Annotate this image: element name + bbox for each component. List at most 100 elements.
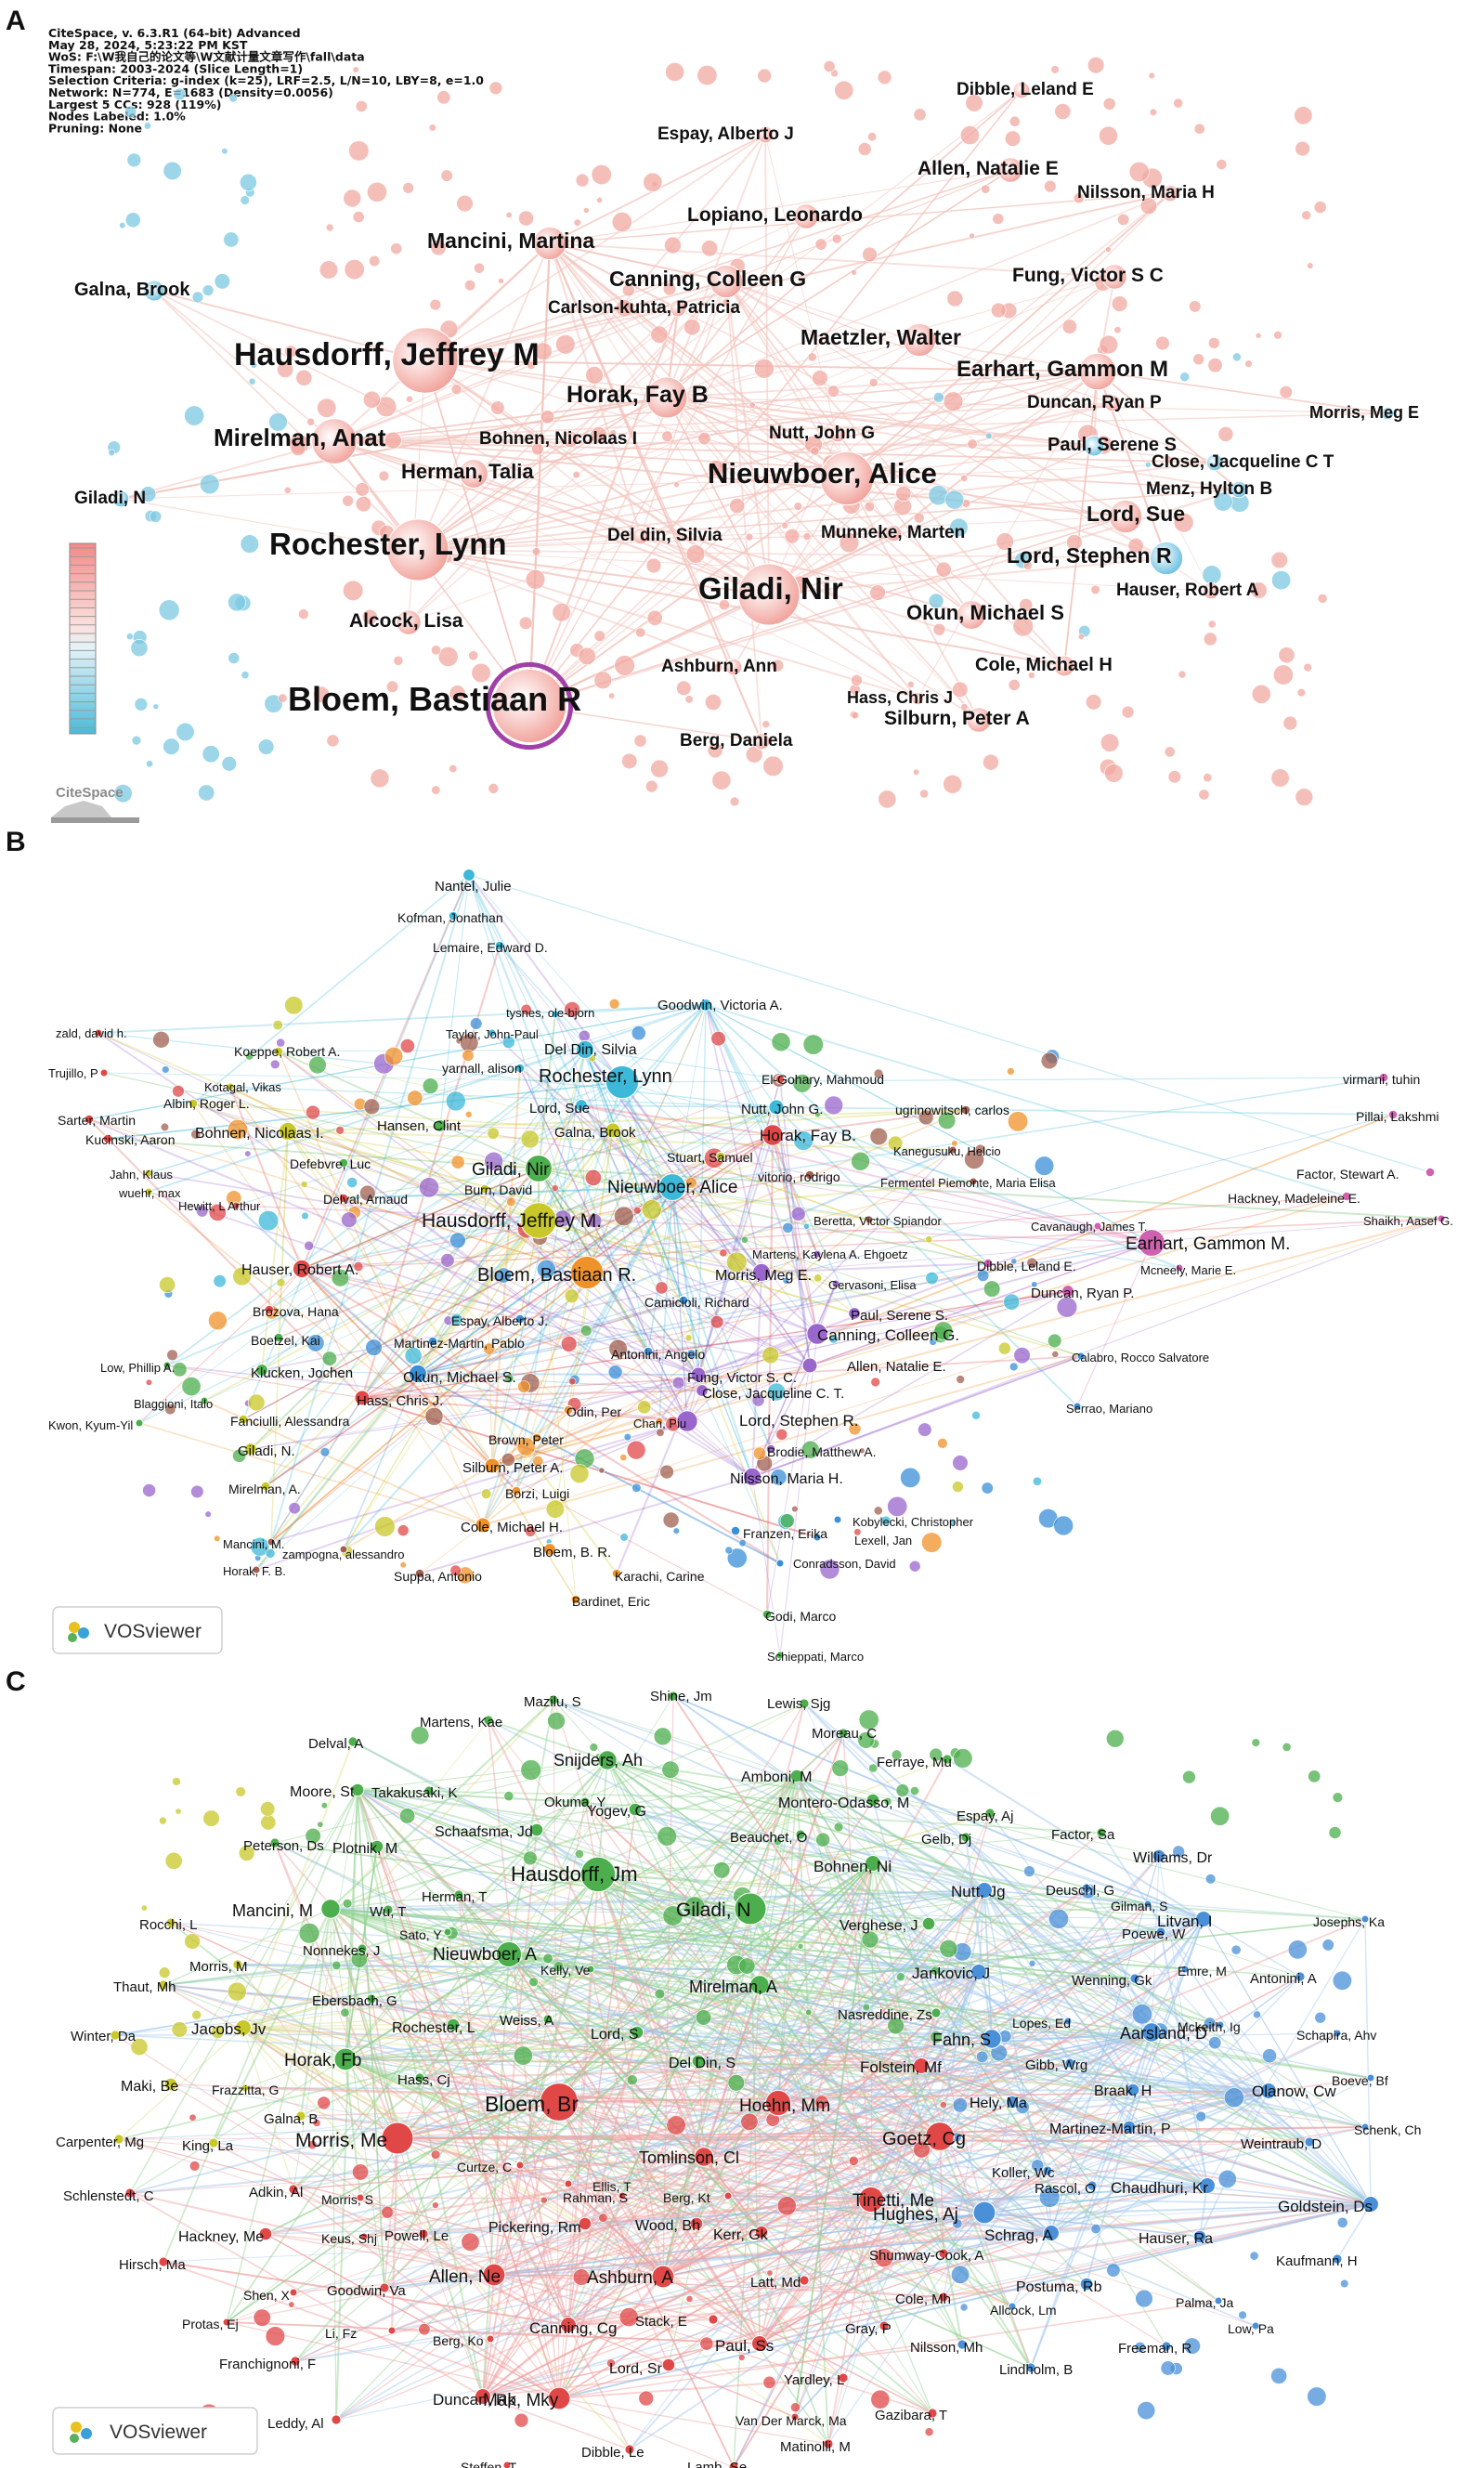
c-node-hirsch-ma: [158, 2256, 169, 2267]
c-label-stack-e: Stack, E: [635, 2314, 687, 2330]
a-label-mancini-martina: Mancini, Martina: [427, 229, 594, 253]
c-node-hughes-aj: [972, 2200, 996, 2225]
b-label-duncan-ryan-p: Duncan, Ryan P.: [1031, 1286, 1134, 1301]
c-label-shumway-cook-a: Shumway-Cook, A: [869, 2248, 983, 2264]
panel-a-labeled-nodes: [111, 81, 1395, 751]
c-label-boeve-bf: Boeve, Bf: [1332, 2073, 1388, 2088]
c-node-amboni-m: [789, 1769, 804, 1783]
c-node-goldstein-ds: [1362, 2196, 1379, 2213]
b-label-okun-michael-s: Okun, Michael S.: [403, 1370, 516, 1386]
b-node-odin-per: [563, 1404, 574, 1416]
c-label-rahman-s: Rahman, S: [563, 2190, 628, 2205]
a-node-espay-alberto-j: [756, 125, 775, 144]
c-label-braak-h: Braak, H: [1094, 2083, 1152, 2099]
a-label-nieuwboer-alice: Nieuwboer, Alice: [708, 457, 937, 490]
b-label-el-gohary-mahmoud: El-Gohary, Mahmoud: [762, 1072, 884, 1087]
c-node-lord-sr: [661, 2357, 676, 2372]
a-node-ashburn-ann: [724, 658, 743, 676]
b-label-calabro-rocco-salvatore: Calabro, Rocco Salvatore: [1072, 1351, 1209, 1365]
a-node-cole-michael-h: [1053, 655, 1075, 677]
c-node-giladi-n: [734, 1892, 767, 1926]
c-label-cole-mh: Cole, Mh: [895, 2292, 951, 2307]
a-node-allen-natalie-e: [997, 157, 1023, 183]
a-node-maetzler-walter: [902, 322, 937, 358]
b-label-dibble-leland-e: Dibble, Leland E.: [977, 1259, 1076, 1273]
b-node-fung-victor-s-c: [690, 1366, 707, 1383]
c-node-protas-ej: [222, 2318, 231, 2327]
svg-text:CiteSpace: CiteSpace: [56, 785, 124, 801]
b-label-nantel-julie: Nantel, Julie: [435, 879, 512, 894]
c-label-delval-a: Delval, A: [308, 1736, 363, 1752]
b-node-pillai-lakshmi: [1387, 1109, 1399, 1120]
c-label-okuma-y: Okuma, Y: [544, 1795, 605, 1810]
c-node-pickering-rm: [578, 2216, 592, 2231]
info-line-8: Pruning: None: [48, 121, 142, 135]
b-node-sarter-martin: [84, 1114, 95, 1125]
b-label-suppa-antonio: Suppa, Antonio: [394, 1569, 482, 1584]
c-node-galna-b: [295, 2110, 306, 2122]
c-label-weiss-a: Weiss, A: [500, 2013, 553, 2029]
a-label-silburn-peter-a: Silburn, Peter A: [884, 708, 1030, 729]
panel-a-citespace: A CiteSpace, v. 6.3.R1 (64-bit) Advanced…: [6, 6, 1419, 823]
c-label-mak-mky: Mak, Mky: [483, 2391, 559, 2410]
c-node-ferraye-mu: [942, 1754, 953, 1765]
c-label-hausdorff-jm: Hausdorff, Jm: [511, 1862, 638, 1886]
a-label-mirelman-anat: Mirelman, Anat: [214, 424, 386, 451]
c-node-gazibara-t: [927, 2408, 938, 2419]
b-label-wuehr-max: wuehr, max: [118, 1186, 181, 1200]
c-label-hughes-aj: Hughes, Aj: [873, 2205, 958, 2225]
c-node-adkin-al: [288, 2184, 299, 2195]
c-label-protas-ej: Protas, Ej: [182, 2317, 239, 2331]
panel-b-node-labels: Nantel, Julie Kofman, Jonathan Lemaire, Ed…: [48, 879, 1453, 1664]
c-label-hackney-me: Hackney, Me: [178, 2229, 264, 2245]
b-label-fanciulli-alessandra: Fanciulli, Alessandra: [230, 1414, 350, 1429]
panel-c-edges: [114, 1695, 1372, 2468]
b-label-godi-marco: Godi, Marco: [765, 1609, 836, 1624]
c-node-mak-mky: [547, 2386, 571, 2410]
c-node-allcock-lm: [1008, 2302, 1017, 2311]
b-label-mancini-m: Mancini, M.: [223, 1537, 284, 1551]
c-label-lamb-se: Lamb, Se: [687, 2460, 747, 2468]
a-label-herman-talia: Herman, Talia: [401, 460, 534, 483]
a-node-nutt-john-g: [828, 424, 847, 443]
b-label-gervasoni-elisa: Gervasoni, Elisa: [828, 1278, 917, 1292]
c-label-latt-md: Latt, Md: [750, 2275, 801, 2291]
c-node-schenk-ch: [1360, 2122, 1370, 2132]
c-label-schrag-a: Schrag, A: [984, 2226, 1053, 2244]
panel-c-unlabeled-nodes: [130, 1709, 1352, 2437]
c-node-snijders-ah: [597, 1750, 618, 1770]
c-node-olanow-cw: [1260, 2083, 1277, 2099]
c-node-jacobs-jv: [235, 2019, 252, 2036]
c-label-allen-ne: Allen, Ne: [429, 2267, 501, 2287]
c-label-nieuwboer-a: Nieuwboer, A: [433, 1945, 537, 1965]
c-node-horak-fb: [333, 2047, 358, 2071]
b-label-espay-alberto-j: Espay, Alberto J.: [451, 1313, 548, 1328]
c-label-moreau-c: Moreau, C: [812, 1726, 877, 1742]
b-node-hausdorff-jeffrey-m: [520, 1202, 557, 1239]
a-label-close-jacqueline-c-t: Close, Jacqueline C T: [1152, 452, 1334, 472]
b-label-close-jacqueline-c-t: Close, Jacqueline C. T.: [702, 1386, 844, 1402]
c-label-keus-shj: Keus, Shj: [321, 2231, 377, 2246]
c-label-schaafsma-jd: Schaafsma, Jd: [435, 1824, 533, 1840]
c-node-deuschl-g: [1081, 1883, 1092, 1894]
c-node-powell-le: [418, 2228, 429, 2239]
a-label-earhart-gammon-m: Earhart, Gammon M: [957, 357, 1168, 382]
c-label-wood-bh: Wood, Bh: [635, 2218, 700, 2234]
c-label-yogev-g: Yogev, G: [587, 1804, 646, 1820]
a-label-fung-victor-s-c: Fung, Victor S C: [1012, 265, 1164, 286]
panel-b-edges: [88, 874, 1442, 1656]
c-label-lord-sr: Lord, Sr: [609, 2361, 663, 2377]
b-node-okun-michael-s: [408, 1364, 428, 1384]
a-label-rochester-lynn: Rochester, Lynn: [269, 527, 507, 561]
c-node-lamb-se: [728, 2461, 739, 2468]
c-label-dibble-le: Dibble, Le: [581, 2445, 644, 2461]
c-node-boeve-bf: [1366, 2073, 1375, 2083]
b-label-antonini-angelo: Antonini, Angelo: [611, 1347, 705, 1362]
vosviewer-badge-c: VOSviewer: [52, 2407, 258, 2455]
b-label-burn-david: Burn, David: [464, 1182, 532, 1197]
c-node-goetz-cg: [925, 2122, 955, 2151]
panel-c-node-labels: Mazilu, S Shine, Jm Lewis, Sjg Martens, Kae…: [56, 1689, 1421, 2468]
c-label-adkin-al: Adkin, Al: [249, 2185, 303, 2200]
b-node-del-din-silvia: [575, 1039, 595, 1060]
